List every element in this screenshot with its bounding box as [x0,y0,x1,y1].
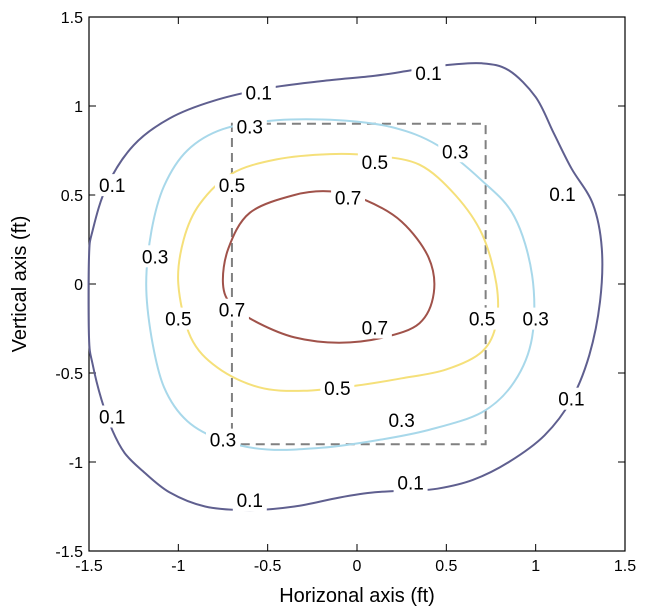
y-tick-label: 0 [74,277,83,294]
annotation-group [230,122,487,446]
y-tick-label: 0.5 [61,188,83,205]
contour-label: 0.1 [397,473,423,494]
contour-line-0-7 [221,190,436,344]
x-tick-label: 1.5 [614,558,636,575]
contour-label-bg [357,150,392,173]
contour-label-bg [320,377,355,400]
x-tick-label: -0.5 [254,558,282,575]
contour-label-bg [214,174,249,197]
plot-frame [88,16,626,552]
x-tick-label: -1 [171,558,185,575]
y-axis-label: Vertical axis (ft) [9,216,31,353]
contour-label-bg [411,61,446,84]
y-tick-label: 1.5 [61,10,83,27]
contour-label-bg [241,81,276,104]
contour-line-0-3 [145,118,536,451]
contour-label-bg [232,489,267,512]
contour-label-bg [138,245,173,268]
x-tick-label: 0 [353,558,362,575]
contour-label: 0.5 [469,310,495,331]
contour-label-bg [554,387,589,410]
x-tick-label: 1 [531,558,540,575]
contour-label: 0.1 [99,176,125,197]
contour-line-0-5 [177,152,500,392]
y-tick-label: -1.5 [55,544,83,561]
contour-label-bg [393,471,428,494]
contour-label-bg [95,405,130,428]
contour-label-bg [206,428,240,451]
contour-label-bg [545,183,580,205]
contour-label: 0.3 [388,411,414,432]
contour-label-bg [518,307,553,330]
contour-label-bg [357,316,392,339]
y-tick-label: -0.5 [55,366,83,383]
contour-label: 0.5 [324,379,350,400]
contour-label-bg [232,115,267,138]
contour-label: 0.3 [442,142,468,163]
dashed-region-box [230,122,487,446]
contour-label-bg [438,140,473,163]
x-tick-label: -1.5 [75,558,103,575]
contour-label: 0.1 [415,64,441,85]
y-tick-label: -1 [69,455,83,472]
contour-label: 0.7 [335,189,361,210]
contour-label-bg [465,307,500,330]
contour-group [87,62,604,512]
contour-label: 0.3 [522,310,548,331]
x-axis-label: Horizonal axis (ft) [279,585,435,607]
contour-label: 0.5 [362,153,388,174]
contour-line-0-1 [87,62,604,512]
contour-label: 0.3 [237,117,263,138]
contour-label: 0.1 [237,491,263,512]
contour-label-bg [95,174,130,197]
contour-label: 0.5 [165,310,191,331]
x-tick-label: 0.5 [435,558,457,575]
tick-group: -1.5 -1 -0.5 0 0.5 1 1.5 -1.5 -1 -0.5 0 0.5 1 1.5 [55,10,636,575]
contour-label-group: 0.1 0.1 0.1 0.1 0.1 0.1 0.1 0.1 0.3 0.3 0.3 0.3 0.3 0… [95,61,589,512]
contour-label: 0.5 [219,176,245,197]
contour-label: 0.3 [210,431,236,452]
contour-label: 0.1 [558,390,584,411]
contour-label-bg [214,298,249,321]
contour-label-bg [161,307,196,330]
contour-label: 0.3 [142,247,168,268]
y-tick-label: 1 [74,99,83,116]
contour-label: 0.7 [362,319,388,340]
contour-label: 0.1 [99,408,125,429]
contour-label: 0.7 [219,301,245,322]
contour-label: 0.1 [246,84,272,105]
contour-label-bg [331,186,366,209]
contour-label-bg [384,409,419,432]
contour-label: 0.1 [549,185,575,206]
